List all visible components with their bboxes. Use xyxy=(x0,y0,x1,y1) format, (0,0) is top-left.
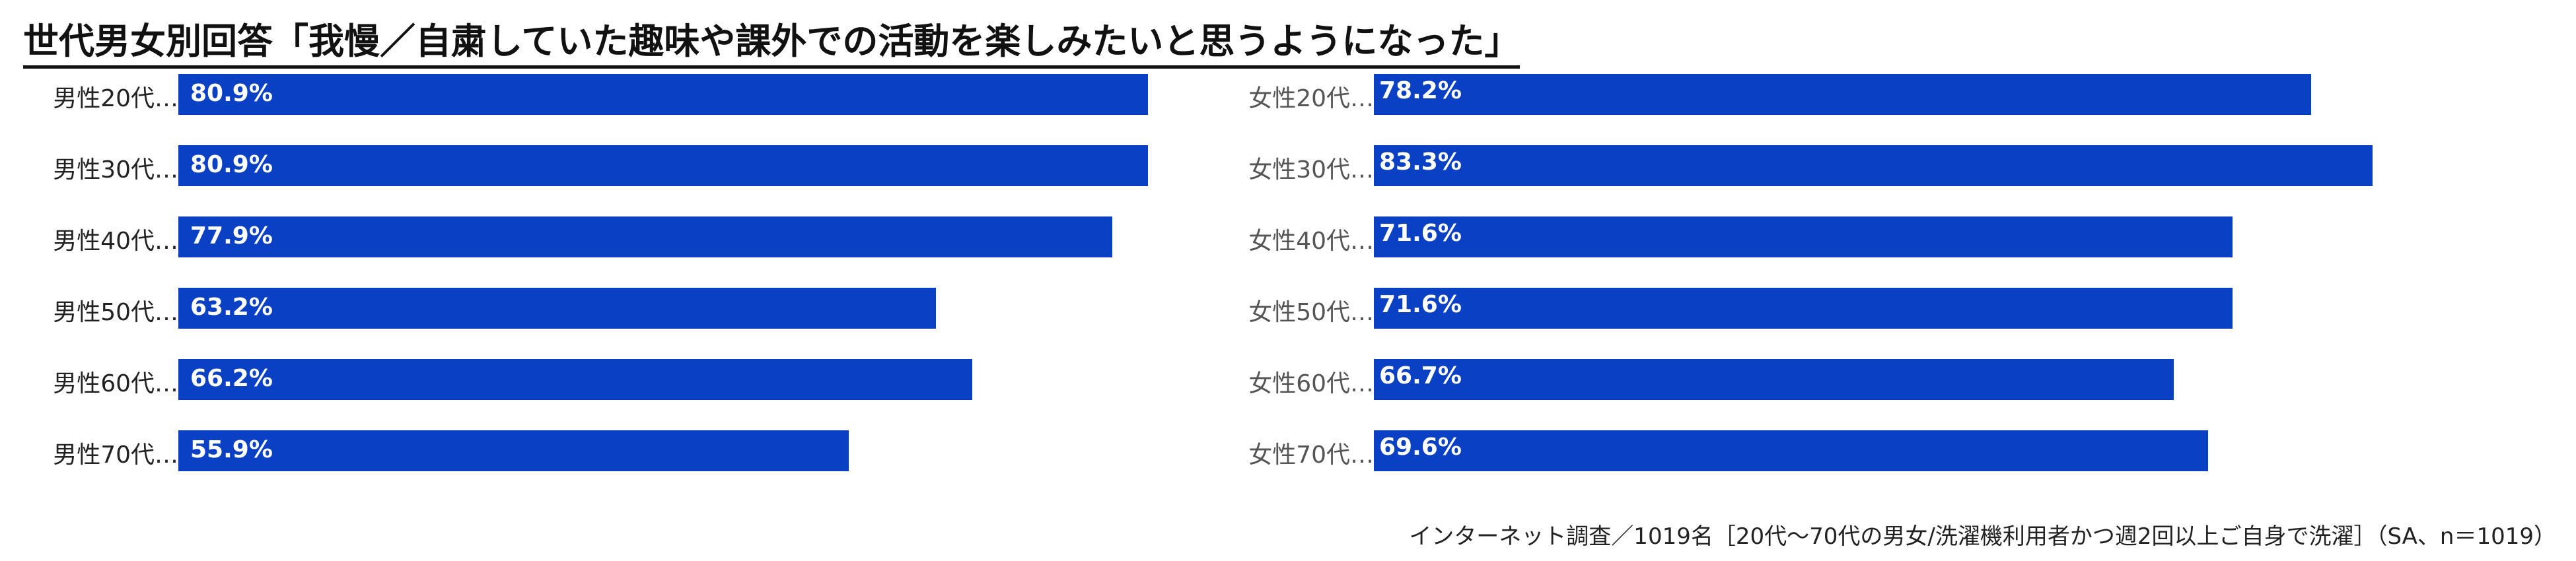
category-label: 女性70代… xyxy=(1248,442,1374,469)
category-label: 男性20代… xyxy=(53,85,178,112)
category-label: 女性30代… xyxy=(1248,156,1374,183)
male-row: 男性70代… 55.9% xyxy=(17,430,1205,471)
value-label: 80.9% xyxy=(190,80,273,107)
category-label: 男性60代… xyxy=(53,370,178,397)
category-label: 男性70代… xyxy=(53,442,178,469)
female-row: 女性70代… 69.6% xyxy=(1212,430,2401,471)
bar xyxy=(178,216,1112,257)
female-row: 女性30代… 83.3% xyxy=(1212,145,2401,186)
male-row: 男性50代… 63.2% xyxy=(17,288,1205,329)
value-label: 80.9% xyxy=(190,151,273,178)
bar xyxy=(1374,74,2312,115)
female-row: 女性40代… 71.6% xyxy=(1212,216,2401,257)
bar xyxy=(1374,216,2233,257)
category-label: 女性60代… xyxy=(1248,370,1374,397)
value-label: 71.6% xyxy=(1379,291,1462,318)
category-label: 男性40代… xyxy=(53,228,178,255)
male-row: 男性30代… 80.9% xyxy=(17,145,1205,186)
value-label: 71.6% xyxy=(1379,220,1462,247)
value-label: 66.2% xyxy=(190,365,273,392)
category-label: 男性30代… xyxy=(53,156,178,183)
bar xyxy=(1374,359,2174,400)
value-label: 55.9% xyxy=(190,436,273,463)
chart-title: 世代男女別回答「我慢／自粛していた趣味や課外での活動を楽しみたいと思うようになっ… xyxy=(23,12,1521,69)
category-label: 女性40代… xyxy=(1248,228,1374,255)
bar xyxy=(178,145,1149,186)
value-label: 69.6% xyxy=(1379,434,1462,461)
male-row: 男性40代… 77.9% xyxy=(17,216,1205,257)
female-row: 女性60代… 66.7% xyxy=(1212,359,2401,400)
male-row: 男性20代… 80.9% xyxy=(17,74,1205,115)
value-label: 83.3% xyxy=(1379,148,1462,176)
bar xyxy=(178,430,849,471)
female-row: 女性20代… 78.2% xyxy=(1212,74,2401,115)
value-label: 77.9% xyxy=(190,222,273,249)
bar xyxy=(178,288,937,329)
bar xyxy=(1374,145,2373,186)
female-bar-chart: 女性20代… 78.2% 女性30代… 83.3% 女性40代… 71.6% 女性50代… 7… xyxy=(1212,74,2401,471)
value-label: 63.2% xyxy=(190,294,273,321)
bar xyxy=(1374,430,2209,471)
bar xyxy=(178,359,972,400)
category-label: 女性20代… xyxy=(1248,85,1374,112)
female-row: 女性50代… 71.6% xyxy=(1212,288,2401,329)
male-bar-chart: 男性20代… 80.9% 男性30代… 80.9% 男性40代… 77.9% 男性50代… 6… xyxy=(17,74,1205,471)
category-label: 女性50代… xyxy=(1248,299,1374,326)
bar xyxy=(178,74,1149,115)
bar xyxy=(1374,288,2233,329)
category-label: 男性50代… xyxy=(53,299,178,326)
survey-footnote: インターネット調査／1019名［20代～70代の男女/洗濯機利用者かつ週2回以上… xyxy=(1409,523,2556,550)
value-label: 66.7% xyxy=(1379,362,1462,389)
male-row: 男性60代… 66.2% xyxy=(17,359,1205,400)
value-label: 78.2% xyxy=(1379,77,1462,104)
